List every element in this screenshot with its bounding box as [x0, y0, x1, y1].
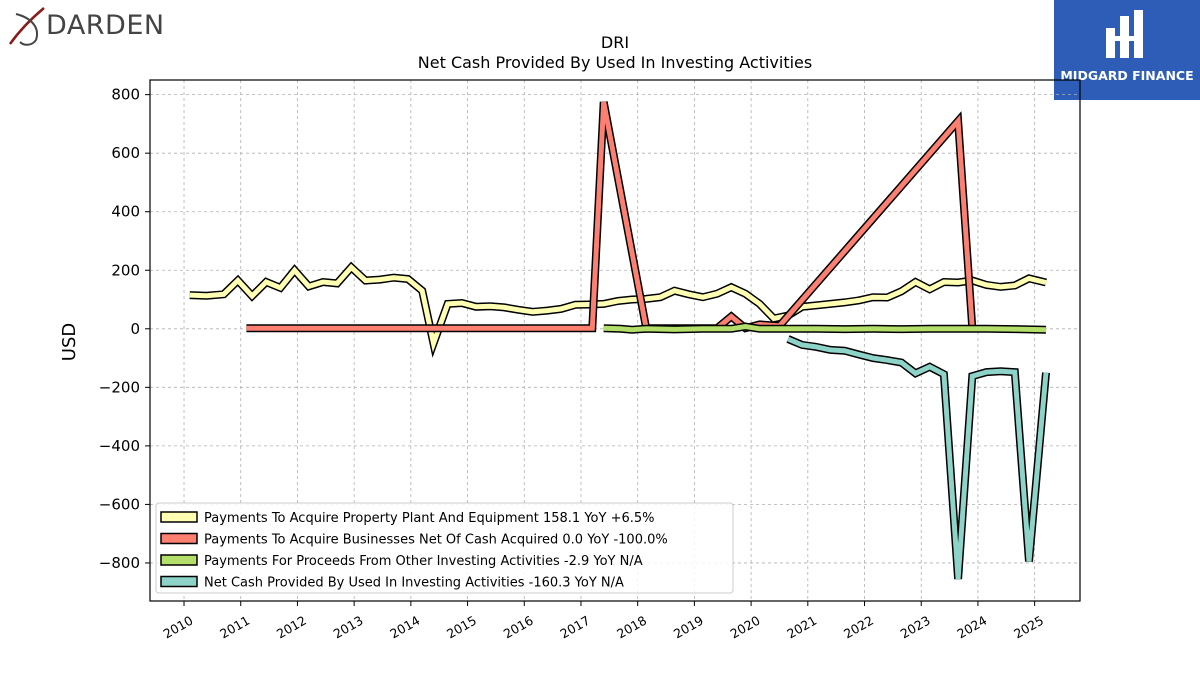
x-tick-label: 2020: [728, 613, 763, 642]
series-3: [603, 322, 1047, 334]
y-tick-label: −800: [99, 554, 140, 572]
legend-swatch: [160, 554, 198, 566]
series-1: [189, 261, 1047, 358]
x-tick-label: 2015: [444, 613, 479, 642]
y-tick-label: −600: [99, 495, 140, 513]
y-tick-label: 800: [111, 86, 140, 104]
plot-frame: [149, 79, 1081, 602]
y-tick-label: 200: [111, 261, 140, 279]
legend-label: Net Cash Provided By Used In Investing A…: [204, 576, 624, 591]
legend-swatch: [160, 575, 198, 588]
series-line: [787, 336, 1049, 580]
y-tick-label: 600: [111, 144, 140, 162]
x-tick-label: 2022: [841, 613, 876, 642]
brand-name: MIDGARD FINANCE: [1060, 68, 1194, 83]
x-tick-label: 2010: [160, 613, 195, 642]
x-tick-label: 2017: [557, 613, 592, 642]
series-line: [189, 263, 1047, 353]
x-tick-label: 2016: [501, 613, 536, 642]
x-tick-label: 2014: [387, 613, 422, 642]
y-tick-label: −400: [99, 437, 140, 455]
y-tick-label: 0: [130, 320, 140, 338]
x-tick-label: 2013: [331, 613, 366, 642]
legend-box: [155, 502, 734, 594]
x-tick-label: 2012: [274, 613, 309, 642]
company-name: DARDEN: [46, 10, 165, 41]
darden-logo-icon: [8, 7, 45, 46]
y-tick-label: −200: [99, 378, 140, 396]
x-tick-label: 2011: [217, 613, 252, 642]
x-tick-label: 2025: [1011, 613, 1046, 642]
brand-logo: MIDGARD FINANCE: [1054, 0, 1200, 100]
chart-title: DRI: [601, 33, 629, 52]
legend: Payments To Acquire Property Plant And E…: [155, 502, 734, 594]
legend-label: Payments For Proceeds From Other Investi…: [204, 554, 643, 569]
series-2: [246, 101, 977, 333]
legend-label: Payments To Acquire Businesses Net Of Ca…: [204, 533, 668, 548]
series-line: [603, 323, 1047, 333]
y-axis-label: USD: [59, 323, 80, 361]
legend-label: Payments To Acquire Property Plant And E…: [204, 511, 655, 526]
x-tick-label: 2021: [784, 613, 819, 642]
y-tick-label: 400: [111, 203, 140, 221]
legend-swatch: [160, 511, 198, 523]
x-tick-label: 2018: [614, 613, 649, 642]
chart-subtitle: Net Cash Provided By Used In Investing A…: [418, 53, 812, 72]
brand-emblem-icon: [1106, 10, 1143, 58]
legend-swatch: [160, 532, 198, 545]
x-tick-label: 2023: [898, 613, 933, 642]
series-4: [786, 335, 1050, 580]
x-tick-label: 2024: [954, 613, 989, 642]
series-line: [246, 101, 975, 331]
x-tick-label: 2019: [671, 613, 706, 642]
